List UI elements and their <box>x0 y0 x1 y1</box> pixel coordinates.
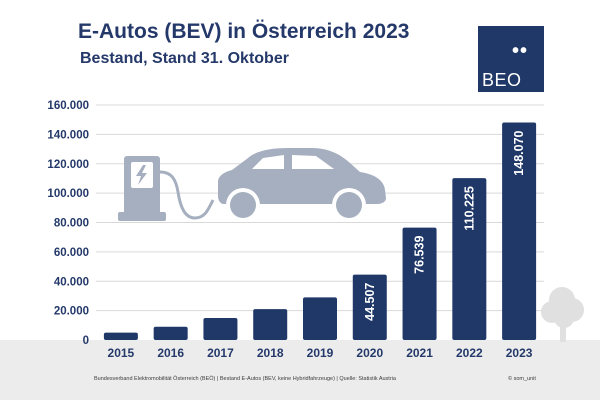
x-axis-ticks: 2015 2016 2017 2018 2019 2020 2021 2022 2023 <box>108 346 533 360</box>
chart-title: E-Autos (BEV) in Österreich 2023 <box>78 20 410 43</box>
bar-2023 <box>502 122 537 340</box>
data-label: 44.507 <box>363 283 377 321</box>
footer-source: Bundesverband Elektromobilität Österreic… <box>94 376 396 382</box>
y-tick-label: 160.000 <box>47 100 89 112</box>
tree-icon <box>541 287 584 342</box>
x-tick-label: 2016 <box>157 346 184 360</box>
y-tick-label: 0 <box>83 335 89 347</box>
data-label: 148.070 <box>512 130 526 175</box>
car-icon <box>218 148 386 222</box>
x-tick-label: 2022 <box>456 346 483 360</box>
x-tick-label: 2019 <box>307 346 334 360</box>
y-tick-label: 80.000 <box>54 218 89 230</box>
ev-charger-icon <box>118 156 215 221</box>
data-label: 110.225 <box>462 186 476 231</box>
bar-2015 <box>103 332 138 340</box>
x-tick-label: 2020 <box>356 346 383 360</box>
data-labels: 44.507 76.539 110.225 148.070 <box>363 130 526 320</box>
y-tick-label: 20.000 <box>54 306 89 318</box>
x-tick-label: 2017 <box>207 346 234 360</box>
y-tick-label: 140.000 <box>47 129 89 141</box>
footer-credit: © som_unit <box>508 376 536 382</box>
y-axis-ticks: 0 20.000 40.000 60.000 80.000 100.000 120.000 1… <box>47 100 89 347</box>
x-tick-label: 2018 <box>257 346 284 360</box>
y-tick-label: 40.000 <box>54 276 89 288</box>
x-tick-label: 2023 <box>506 346 533 360</box>
ground <box>0 340 600 400</box>
y-tick-label: 100.000 <box>47 188 89 200</box>
y-tick-label: 60.000 <box>54 247 89 259</box>
bar-2016 <box>153 326 188 340</box>
x-tick-label: 2015 <box>108 346 135 360</box>
bar-2022 <box>452 178 487 340</box>
x-tick-label: 2021 <box>406 346 433 360</box>
y-tick-label: 120.000 <box>47 159 89 171</box>
bar-2019 <box>303 297 337 340</box>
bar-2021 <box>402 227 437 340</box>
beo-logo: •• BEO <box>478 26 544 92</box>
data-label: 76.539 <box>413 236 427 274</box>
bars <box>103 122 537 340</box>
bar-2018 <box>253 309 288 340</box>
bar-2020 <box>352 274 387 340</box>
bar-2017 <box>203 317 238 340</box>
chart-subtitle: Bestand, Stand 31. Oktober <box>80 50 289 67</box>
logo-text: BEO <box>482 70 522 90</box>
